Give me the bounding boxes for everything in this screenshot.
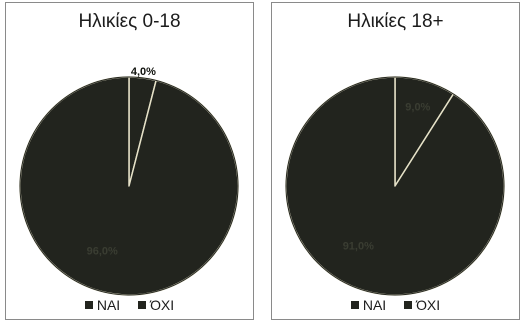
legend-item-yes: ΝΑΙ [350, 297, 387, 313]
legend-item-no: ΌΧΙ [138, 297, 174, 313]
chart-panel-age-18-plus: Ηλικίες 18+ 9,0% 91,0% ΝΑΙ ΌΧΙ [271, 2, 520, 320]
pie-slice-no [19, 76, 239, 296]
data-label-no: 96,0% [87, 246, 118, 258]
data-label-yes: 4,0% [131, 66, 156, 78]
legend: ΝΑΙ ΌΧΙ [272, 297, 519, 313]
legend-label: ΌΧΙ [150, 297, 175, 313]
pie-outline [19, 76, 239, 296]
legend-label: ΝΑΙ [362, 297, 387, 313]
data-label-yes: 9,0% [405, 101, 430, 113]
legend-swatch-icon [138, 301, 147, 310]
legend: ΝΑΙ ΌΧΙ [6, 297, 253, 313]
chart-title: Ηλικίες 18+ [347, 11, 444, 32]
data-label-no: 91,0% [343, 241, 374, 253]
chart-panel-age-0-18: Ηλικίες 0-18 4,0% 96,0% ΝΑΙ ΌΧΙ [5, 2, 254, 320]
legend-item-no: ΌΧΙ [404, 297, 440, 313]
legend-swatch-icon [350, 301, 359, 310]
pie-chart: 9,0% 91,0% [285, 76, 505, 296]
legend-item-yes: ΝΑΙ [84, 297, 121, 313]
pie-outline [285, 76, 505, 296]
pie-slice-no [285, 76, 505, 296]
legend-swatch-icon [404, 301, 413, 310]
legend-label: ΌΧΙ [416, 297, 441, 313]
legend-swatch-icon [84, 301, 93, 310]
pie-chart: 4,0% 96,0% [19, 66, 239, 296]
chart-title: Ηλικίες 0-18 [78, 11, 181, 32]
legend-label: ΝΑΙ [96, 297, 121, 313]
